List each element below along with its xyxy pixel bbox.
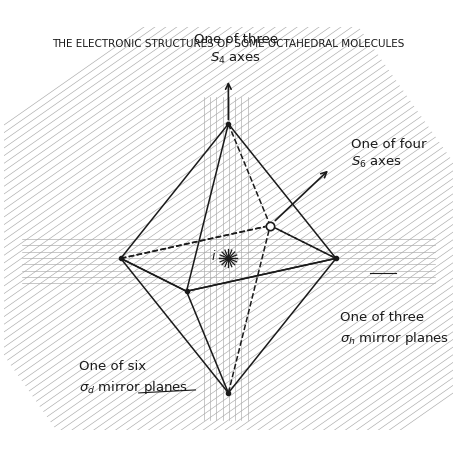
Text: $\sigma_d$ mirror planes: $\sigma_d$ mirror planes	[79, 379, 188, 397]
Text: $S_4$ axes: $S_4$ axes	[210, 50, 262, 65]
Text: THE ELECTRONIC STRUCTURES OF SOME OCTAHEDRAL MOLECULES: THE ELECTRONIC STRUCTURES OF SOME OCTAHE…	[52, 39, 404, 49]
Text: One of four: One of four	[351, 138, 427, 151]
Text: $\sigma_h$ mirror planes: $\sigma_h$ mirror planes	[340, 330, 449, 347]
Text: One of three: One of three	[340, 311, 425, 324]
Text: i: i	[211, 250, 215, 263]
Text: $S_6$ axes: $S_6$ axes	[351, 155, 402, 170]
Text: One of three: One of three	[194, 33, 278, 46]
Text: One of six: One of six	[79, 360, 146, 373]
